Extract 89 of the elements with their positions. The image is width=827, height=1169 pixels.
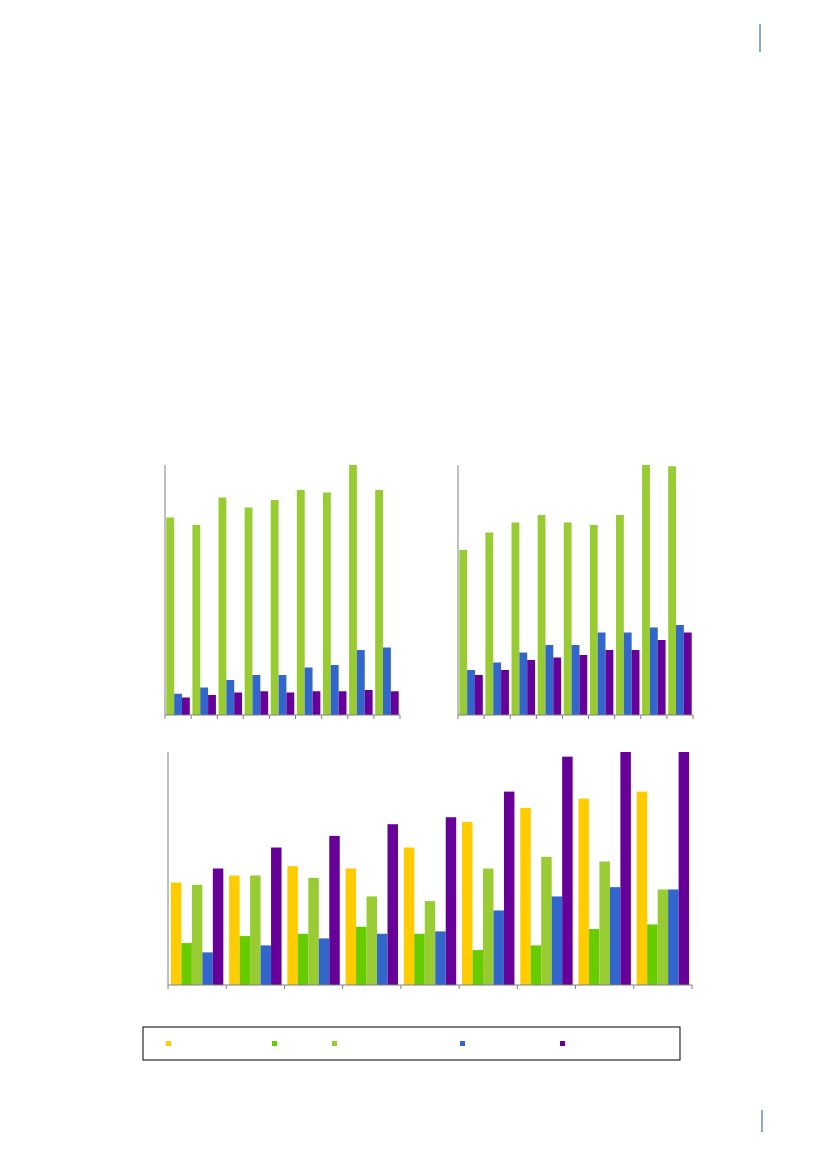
bar: [174, 693, 182, 715]
bar: [322, 492, 331, 715]
bar: [462, 821, 473, 985]
bar: [414, 933, 425, 985]
bar: [459, 550, 468, 715]
bar: [609, 887, 621, 985]
bar: [202, 952, 213, 985]
bar: [191, 884, 203, 985]
bar: [271, 847, 282, 985]
bar: [383, 647, 391, 715]
bar: [642, 465, 650, 715]
bar: [503, 791, 515, 985]
bar: [192, 525, 201, 715]
bar: [308, 877, 319, 985]
bar: [519, 652, 528, 715]
bar: [234, 692, 243, 715]
bar: [530, 945, 542, 985]
bar: [467, 670, 475, 715]
bar: [668, 889, 679, 985]
bar: [485, 532, 494, 715]
bar: [403, 847, 415, 985]
bar: [387, 824, 398, 985]
bar: [390, 691, 399, 715]
bar: [345, 868, 357, 985]
bar: [676, 625, 684, 715]
bar: [562, 756, 573, 985]
bar: [623, 632, 632, 715]
bar: [377, 933, 388, 985]
bar: [541, 856, 552, 985]
bar: [260, 945, 272, 985]
bar: [181, 943, 192, 985]
bar: [527, 660, 536, 715]
bar: [474, 675, 483, 715]
bar: [668, 466, 677, 715]
bar: [424, 901, 436, 985]
bar: [166, 517, 175, 715]
bar: [287, 866, 298, 985]
bar: [493, 662, 502, 715]
bar: [589, 525, 598, 715]
bar: [657, 889, 669, 985]
bar: [472, 950, 483, 985]
bar: [578, 798, 589, 985]
bar: [356, 926, 367, 985]
bar: [445, 817, 457, 985]
bar: [636, 791, 648, 985]
bar: [286, 692, 295, 715]
bar: [226, 680, 235, 715]
bar: [375, 490, 384, 715]
bar: [647, 924, 658, 985]
bar: [212, 868, 224, 985]
bar: [260, 691, 269, 715]
bar: [208, 695, 216, 715]
bar: [615, 515, 624, 715]
bar: [520, 807, 531, 985]
bar: [200, 687, 209, 715]
bar: [678, 752, 690, 985]
bar: [545, 645, 554, 715]
bar: [252, 675, 261, 715]
bar: [304, 667, 313, 715]
bar: [563, 522, 572, 715]
bar: [181, 697, 190, 715]
bar: [356, 650, 365, 715]
bar: [649, 627, 658, 715]
bar: [297, 933, 309, 985]
bar: [229, 875, 240, 985]
bar: [551, 896, 563, 985]
bar: [553, 657, 562, 715]
bar: [597, 632, 606, 715]
bar: [501, 670, 509, 715]
bar: [620, 752, 631, 985]
bar: [683, 632, 692, 715]
bar: [588, 929, 600, 985]
bar: [364, 690, 373, 715]
bar: [435, 931, 446, 985]
bar: [366, 896, 378, 985]
bar: [239, 936, 251, 985]
bar: [270, 500, 279, 715]
bar: [296, 490, 305, 715]
bar: [250, 875, 261, 985]
bar: [493, 910, 504, 985]
bar: [482, 868, 494, 985]
bar: [579, 655, 588, 715]
bar: [329, 835, 340, 985]
bar: [349, 465, 357, 715]
bar: [657, 640, 666, 715]
bar: [599, 861, 610, 985]
bar: [318, 938, 330, 985]
bar: [330, 665, 339, 715]
bar: [170, 882, 182, 985]
